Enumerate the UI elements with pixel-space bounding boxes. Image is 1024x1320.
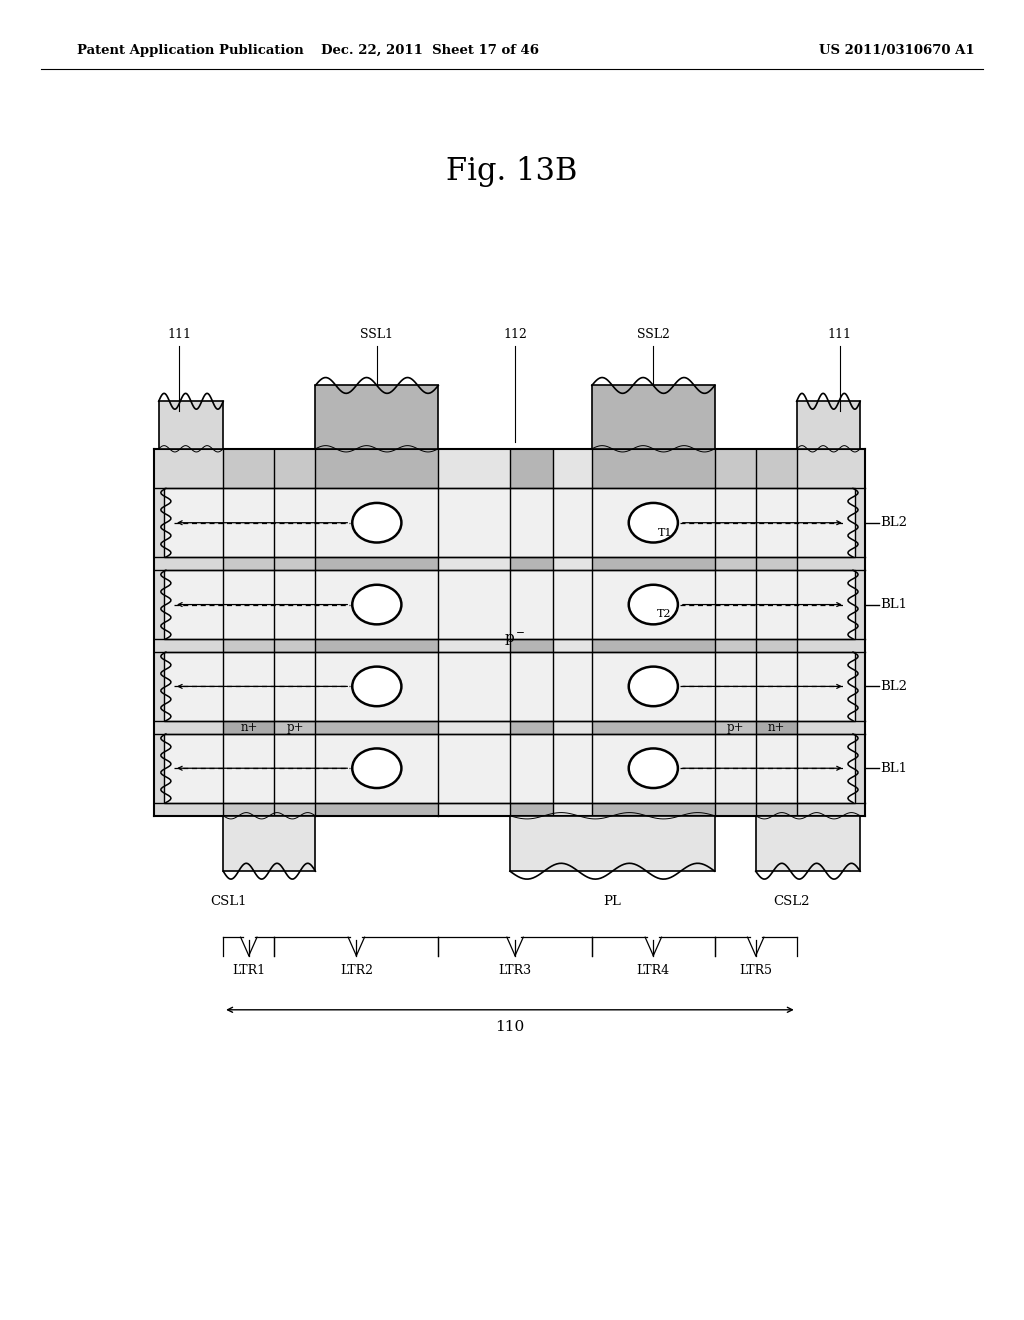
Bar <box>438 449 592 816</box>
Text: p+: p+ <box>286 721 304 734</box>
Text: Patent Application Publication: Patent Application Publication <box>77 44 303 57</box>
Text: T1: T1 <box>657 528 672 539</box>
Bar <box>274 652 315 803</box>
Ellipse shape <box>352 667 401 706</box>
Ellipse shape <box>629 748 678 788</box>
Text: 111: 111 <box>827 327 852 341</box>
Text: Fig. 13B: Fig. 13B <box>446 156 578 187</box>
Bar <box>756 652 797 803</box>
Text: p$^-$: p$^-$ <box>504 630 526 648</box>
Text: p+: p+ <box>726 721 744 734</box>
Text: n+: n+ <box>768 721 784 734</box>
Bar <box>154 449 223 816</box>
Bar <box>510 816 715 871</box>
Bar <box>715 652 756 803</box>
Ellipse shape <box>629 585 678 624</box>
Text: LTR4: LTR4 <box>637 964 670 977</box>
Bar <box>164 488 855 557</box>
Text: CSL2: CSL2 <box>773 895 810 908</box>
Text: PL: PL <box>603 895 622 908</box>
Text: SSL1: SSL1 <box>360 327 393 341</box>
Text: LTR1: LTR1 <box>232 964 265 977</box>
Ellipse shape <box>352 503 401 543</box>
Ellipse shape <box>352 585 401 624</box>
Bar <box>756 816 860 871</box>
Text: 112: 112 <box>503 327 527 341</box>
Ellipse shape <box>352 748 401 788</box>
Bar <box>797 401 860 449</box>
Text: 110: 110 <box>496 1020 524 1035</box>
Ellipse shape <box>629 503 678 543</box>
Text: US 2011/0310670 A1: US 2011/0310670 A1 <box>819 44 975 57</box>
Text: LTR5: LTR5 <box>739 964 772 977</box>
Text: LTR3: LTR3 <box>499 964 531 977</box>
Text: Dec. 22, 2011  Sheet 17 of 46: Dec. 22, 2011 Sheet 17 of 46 <box>322 44 539 57</box>
Text: LTR2: LTR2 <box>340 964 373 977</box>
Text: SSL2: SSL2 <box>637 327 670 341</box>
Bar <box>592 385 715 449</box>
Ellipse shape <box>629 667 678 706</box>
Text: BL2: BL2 <box>881 680 907 693</box>
Text: BL2: BL2 <box>881 516 907 529</box>
Text: n+: n+ <box>241 721 257 734</box>
Bar <box>154 449 865 816</box>
Bar <box>797 449 865 816</box>
Text: CSL1: CSL1 <box>210 895 247 908</box>
Bar <box>510 449 553 816</box>
Bar <box>315 449 438 816</box>
Bar <box>223 652 274 803</box>
Text: BL1: BL1 <box>881 762 907 775</box>
Bar <box>164 652 855 721</box>
Bar <box>164 734 855 803</box>
Text: T2: T2 <box>656 609 671 619</box>
Text: 111: 111 <box>167 327 191 341</box>
Bar <box>315 385 438 449</box>
Bar <box>159 401 223 449</box>
Bar <box>592 449 715 816</box>
Text: BL1: BL1 <box>881 598 907 611</box>
Bar <box>223 816 315 871</box>
Bar <box>164 570 855 639</box>
